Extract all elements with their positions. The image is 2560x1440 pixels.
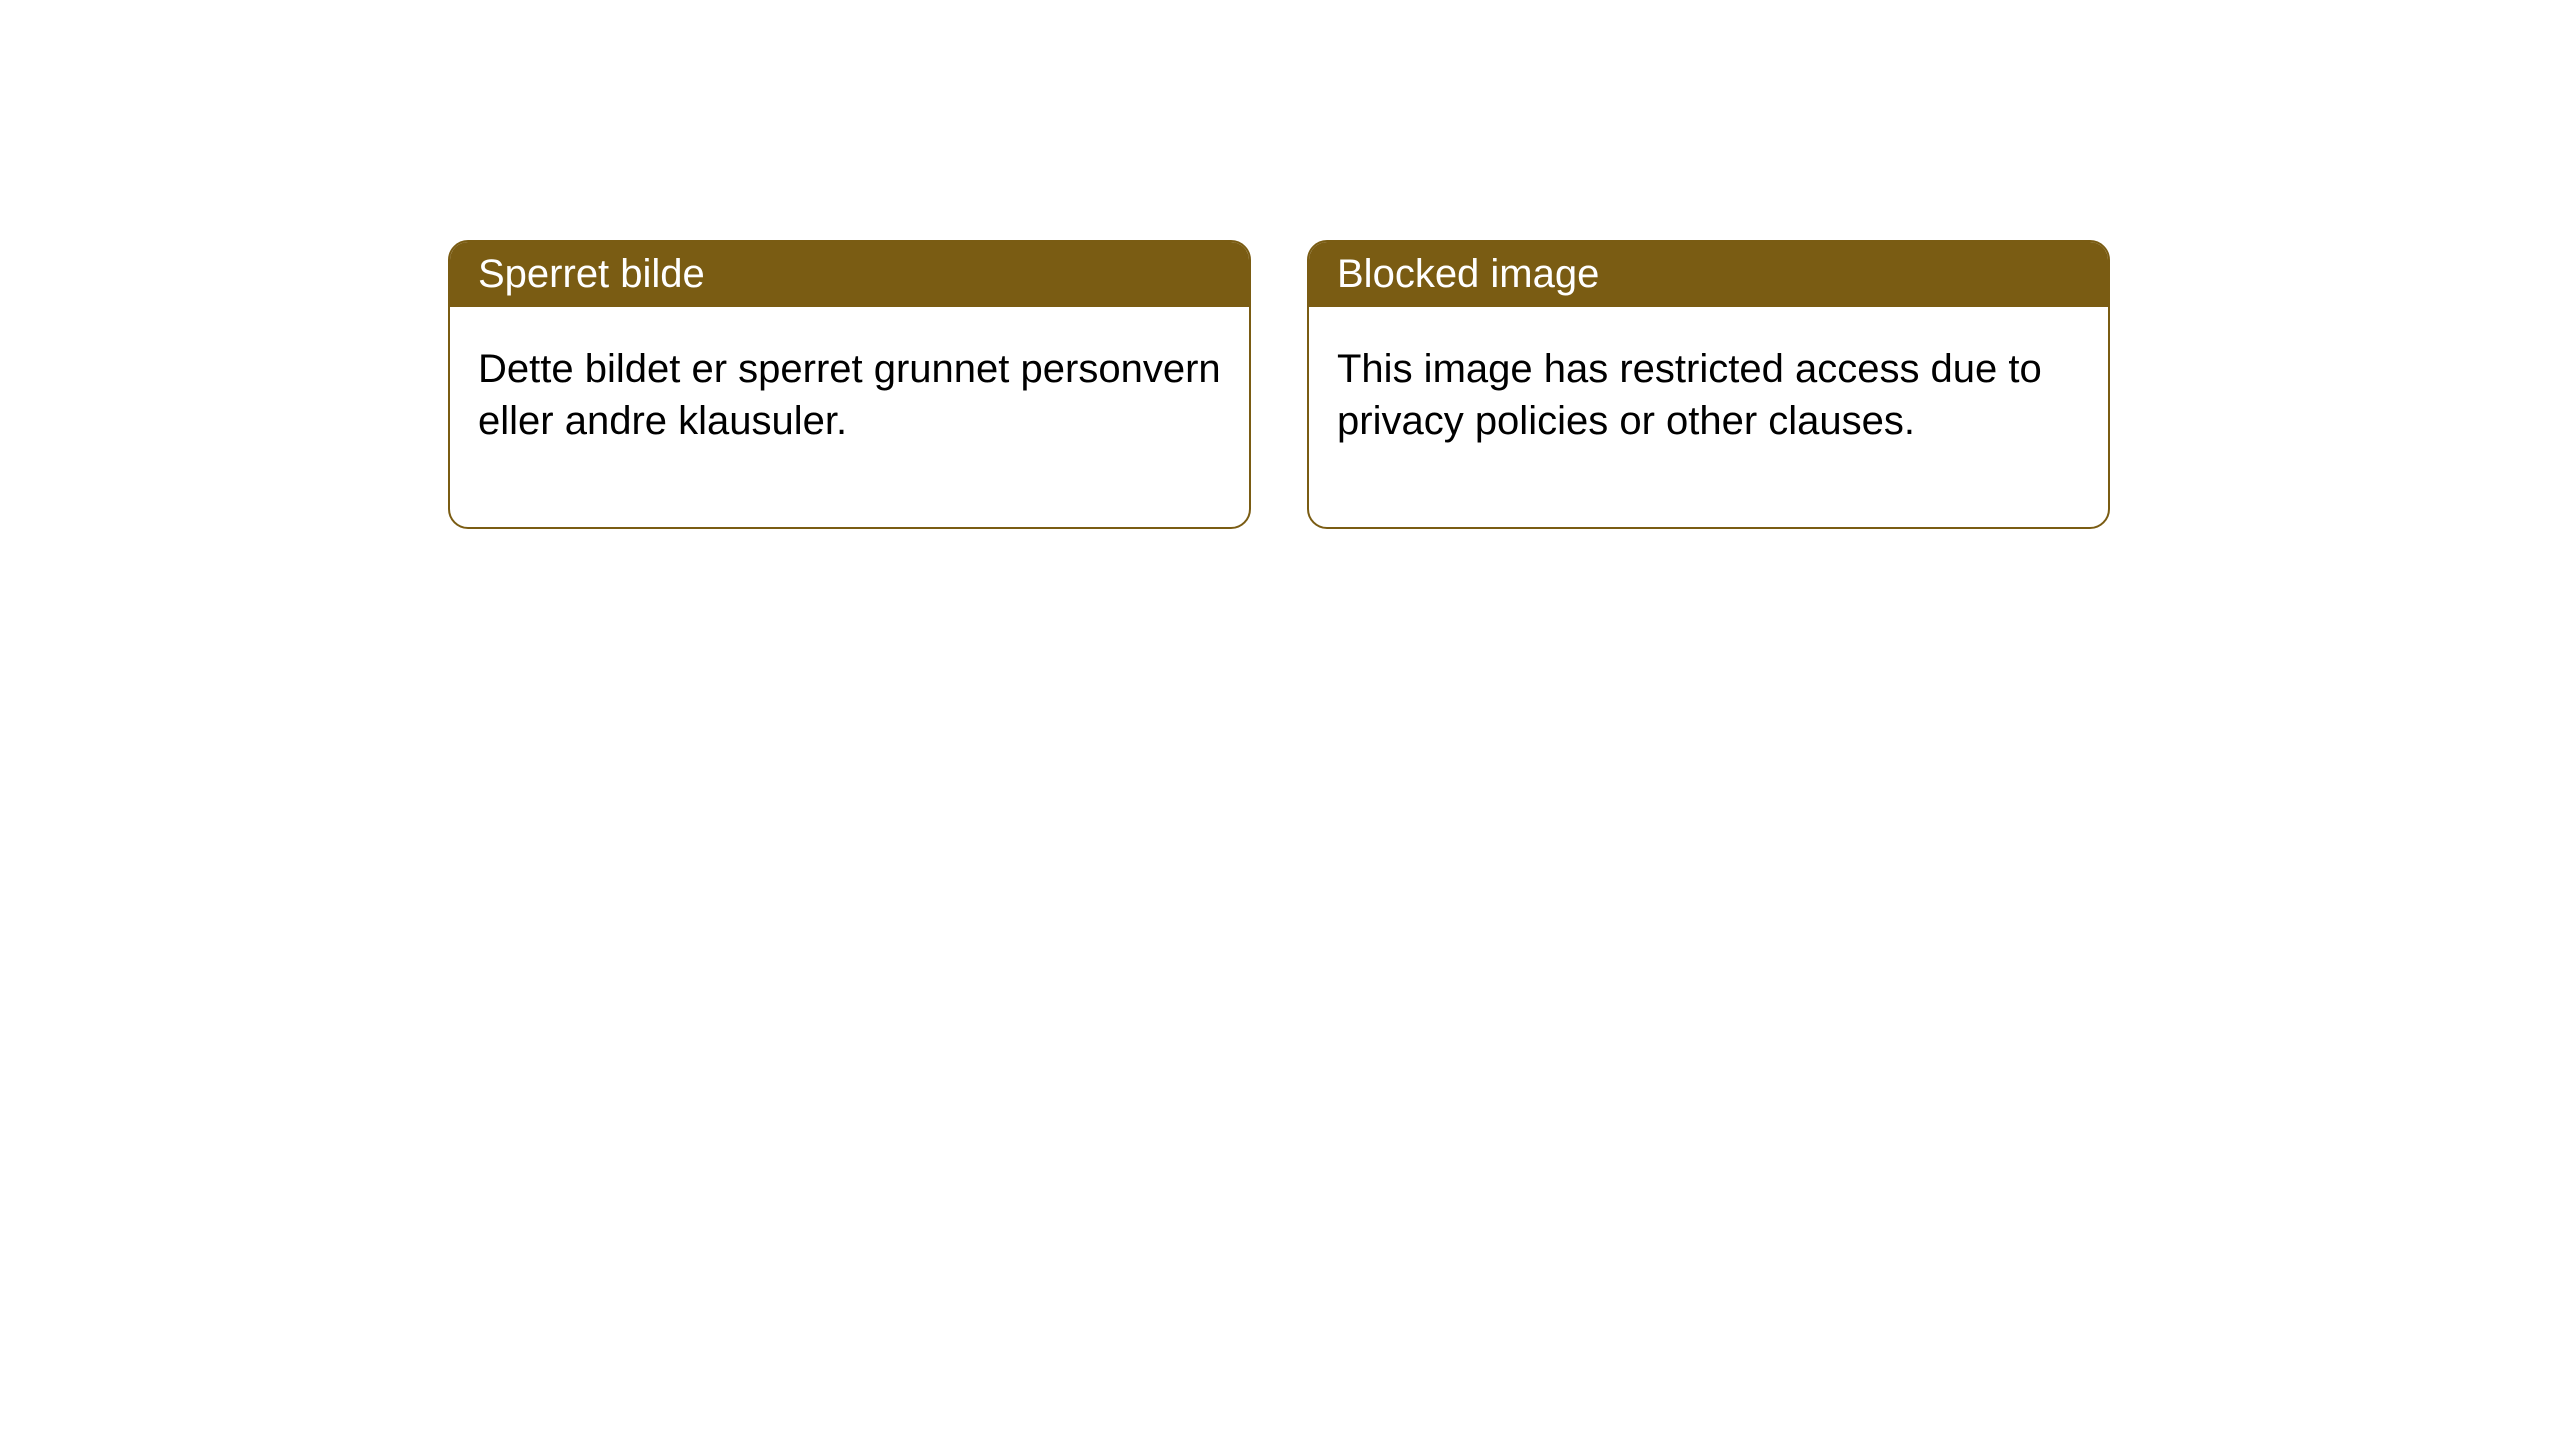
card-header-norwegian: Sperret bilde	[450, 242, 1249, 307]
notice-card-norwegian: Sperret bilde Dette bildet er sperret gr…	[448, 240, 1251, 529]
card-body-norwegian: Dette bildet er sperret grunnet personve…	[450, 307, 1249, 527]
card-body-english: This image has restricted access due to …	[1309, 307, 2108, 527]
notice-card-english: Blocked image This image has restricted …	[1307, 240, 2110, 529]
card-header-english: Blocked image	[1309, 242, 2108, 307]
notice-container: Sperret bilde Dette bildet er sperret gr…	[448, 240, 2110, 529]
